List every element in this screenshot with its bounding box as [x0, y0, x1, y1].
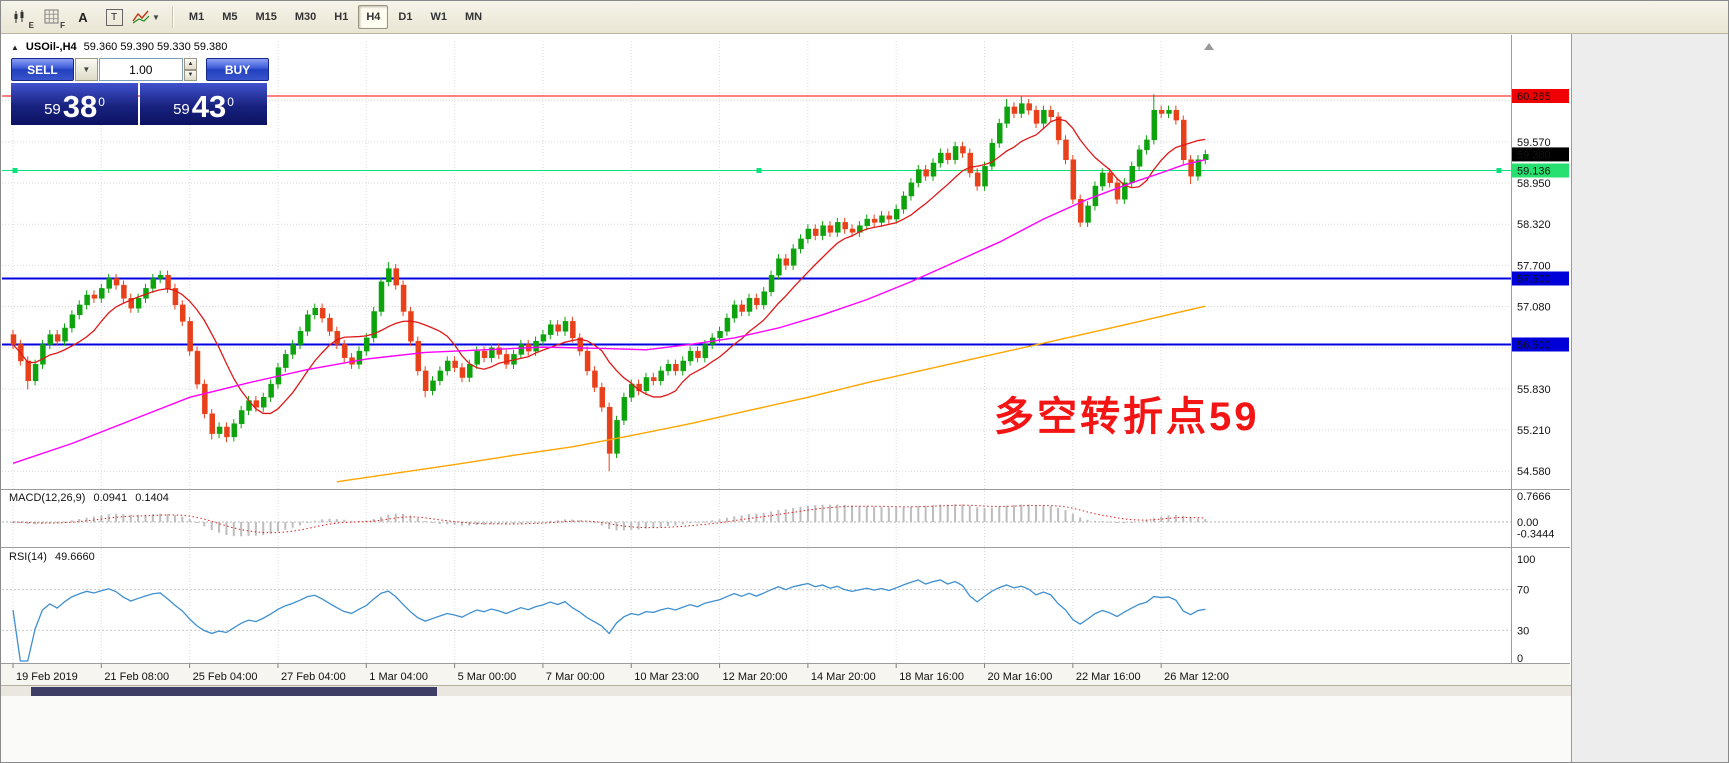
toolbar-separator	[171, 6, 173, 28]
buy-price-sup: 0	[227, 95, 234, 109]
rsi-indicator-label: RSI(14) 49.6660	[9, 551, 100, 563]
svg-text:1 Mar 04:00: 1 Mar 04:00	[369, 671, 428, 683]
candlestick-glyph	[14, 10, 24, 23]
indicators-icon[interactable]: ▼	[131, 4, 161, 30]
svg-text:10 Mar 23:00: 10 Mar 23:00	[634, 671, 699, 683]
toolbar: E F A T ▼ M1 M5 M15 M30 H1 H4 D1	[1, 1, 1728, 34]
scrollbar-thumb[interactable]	[31, 687, 437, 696]
svg-text:0: 0	[1517, 653, 1523, 665]
svg-text:14 Mar 20:00: 14 Mar 20:00	[811, 671, 876, 683]
tick-direction-icon: ▲	[11, 42, 19, 52]
svg-text:20 Mar 16:00: 20 Mar 16:00	[988, 671, 1053, 683]
svg-text:26 Mar 12:00: 26 Mar 12:00	[1164, 671, 1229, 683]
rsi-value: 49.6660	[54, 551, 95, 563]
timeframe-button-d1[interactable]: D1	[398, 11, 413, 23]
svg-text:0.00: 0.00	[1517, 517, 1538, 529]
symbol-title: USOil-,H4	[25, 41, 77, 53]
textbox-icon[interactable]: T	[100, 4, 128, 30]
svg-text:0.7666: 0.7666	[1517, 491, 1551, 503]
badge-f: F	[60, 21, 65, 30]
svg-text:7 Mar 00:00: 7 Mar 00:00	[546, 671, 605, 683]
grid-glyph	[44, 9, 59, 24]
svg-text:22 Mar 16:00: 22 Mar 16:00	[1076, 671, 1141, 683]
macd-signal-value: 0.1404	[135, 492, 169, 504]
trade-controls-row: SELL ▼ ▲ ▼ BUY	[11, 58, 269, 81]
sell-price-small: 59	[44, 101, 61, 118]
timeframe-button-h4[interactable]: H4	[358, 5, 389, 29]
buy-price-big: 43	[191, 89, 227, 124]
volume-input[interactable]	[98, 58, 183, 81]
chart-bars-icon[interactable]: E	[7, 4, 35, 30]
volume-stepper: ▲ ▼	[183, 58, 198, 81]
volume-stepper-down[interactable]: ▼	[183, 69, 198, 81]
svg-text:-0.3444: -0.3444	[1517, 529, 1554, 541]
svg-text:54.580: 54.580	[1517, 466, 1551, 478]
svg-text:58.950: 58.950	[1517, 178, 1551, 190]
svg-text:56.500: 56.500	[1517, 339, 1551, 351]
zigzag-glyph	[132, 10, 150, 24]
buy-price-display[interactable]: 59 43 0	[140, 83, 267, 125]
sell-price-big: 38	[62, 89, 98, 124]
sell-price-sup: 0	[98, 95, 105, 109]
buy-price-small: 59	[173, 101, 190, 118]
svg-text:25 Feb 04:00: 25 Feb 04:00	[193, 671, 258, 683]
svg-text:58.320: 58.320	[1517, 219, 1551, 231]
timeframe-button-mn[interactable]: MN	[464, 11, 483, 23]
macd-main-value: 0.0941	[93, 492, 128, 504]
svg-text:57.500: 57.500	[1517, 273, 1551, 285]
trade-prices-row: 59 38 0 59 43 0	[11, 83, 269, 125]
rsi-title: RSI(14)	[9, 551, 47, 563]
svg-text:19 Feb 2019: 19 Feb 2019	[16, 671, 78, 683]
grid-icon[interactable]: F	[38, 4, 66, 30]
svg-text:55.830: 55.830	[1517, 384, 1551, 396]
badge-e: E	[28, 21, 34, 30]
svg-text:59.380: 59.380	[1517, 149, 1551, 161]
timeframe-button-m5[interactable]: M5	[222, 11, 238, 23]
timeframe-button-w1[interactable]: W1	[430, 11, 447, 23]
svg-text:57.700: 57.700	[1517, 260, 1551, 272]
chevron-down-icon: ▼	[82, 65, 91, 74]
bottom-filler	[1, 696, 1571, 762]
volume-preset-dropdown[interactable]: ▼	[74, 58, 98, 81]
one-click-trading-panel: SELL ▼ ▲ ▼ BUY 59 38 0 59 43 0	[11, 58, 269, 125]
timeframe-button-m1[interactable]: M1	[188, 11, 205, 23]
volume-stepper-up[interactable]: ▲	[183, 58, 198, 70]
svg-text:100: 100	[1517, 554, 1535, 566]
svg-text:59.136: 59.136	[1517, 166, 1551, 178]
macd-indicator-label: MACD(12,26,9) 0.0941 0.1404	[9, 492, 174, 504]
horizontal-scrollbar[interactable]	[1, 685, 1571, 696]
svg-text:55.210: 55.210	[1517, 425, 1551, 437]
text-label-icon[interactable]: A	[78, 9, 88, 25]
chart-annotation[interactable]: 多空转折点59	[994, 395, 1260, 439]
svg-text:12 Mar 20:00: 12 Mar 20:00	[723, 671, 788, 683]
symbol-info: ▲ USOil-,H4 59.360 59.390 59.330 59.380	[11, 41, 227, 53]
svg-text:21 Feb 08:00: 21 Feb 08:00	[104, 671, 169, 683]
chevron-down-icon: ▼	[152, 12, 160, 22]
svg-text:30: 30	[1517, 625, 1529, 637]
buy-button[interactable]: BUY	[206, 58, 269, 81]
svg-text:27 Feb 04:00: 27 Feb 04:00	[281, 671, 346, 683]
svg-text:57.080: 57.080	[1517, 302, 1551, 314]
symbol-ohlc: 59.360 59.390 59.330 59.380	[83, 41, 228, 53]
svg-text:59.570: 59.570	[1517, 137, 1551, 149]
timeframe-button-m30[interactable]: M30	[294, 11, 317, 23]
timeframe-button-h1[interactable]: H1	[334, 11, 349, 23]
macd-title: MACD(12,26,9)	[9, 492, 86, 504]
svg-text:70: 70	[1517, 585, 1529, 597]
svg-text:18 Mar 16:00: 18 Mar 16:00	[899, 671, 964, 683]
timeframe-button-m15[interactable]: M15	[255, 11, 277, 23]
sell-price-display[interactable]: 59 38 0	[11, 83, 138, 125]
svg-text:5 Mar 00:00: 5 Mar 00:00	[458, 671, 517, 683]
right-spacer-panel	[1571, 34, 1728, 762]
sell-button[interactable]: SELL	[11, 58, 74, 81]
svg-text:60.265: 60.265	[1517, 91, 1551, 103]
